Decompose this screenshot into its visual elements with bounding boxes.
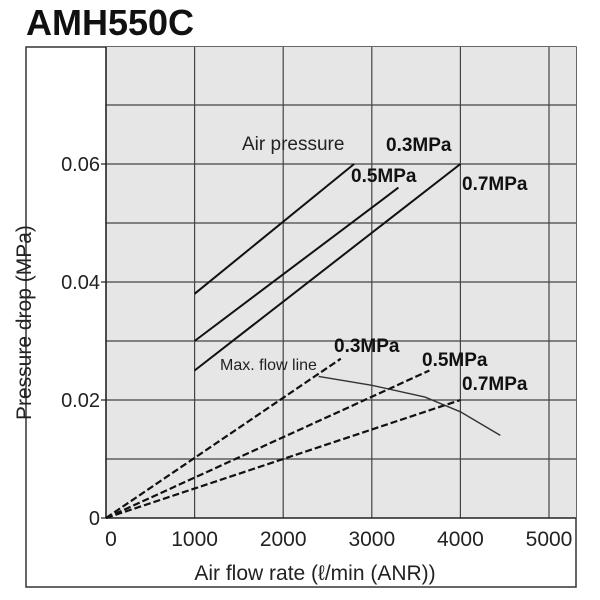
y-axis-label-wrap: Pressure drop (MPa)	[9, 0, 49, 600]
annotation-max-flow-line: Max. flow line	[220, 357, 317, 374]
x-tick-label: 2000	[260, 528, 307, 551]
x-tick-label: 4000	[437, 528, 484, 551]
x-tick-label: 3000	[348, 528, 395, 551]
chart-title: AMH550C	[26, 2, 195, 43]
label-dashed-0-3mpa: 0.3MPa	[334, 336, 400, 357]
y-tick-label: 0	[89, 508, 100, 530]
x-tick-label: 1000	[171, 528, 218, 551]
y-tick-label: 0.04	[61, 272, 100, 294]
x-tick-label: 0	[105, 528, 117, 551]
y-tick-label: 0.06	[61, 154, 100, 176]
series-line-0	[193, 163, 355, 295]
y-tick-label: 0.02	[61, 390, 100, 412]
series-line-2	[193, 163, 462, 372]
series-line-5	[105, 398, 461, 520]
series-line-3	[105, 357, 342, 519]
label-solid-0-7mpa: 0.7MPa	[462, 174, 528, 195]
x-tick-label: 5000	[526, 528, 573, 551]
series-line-6	[318, 375, 501, 437]
annotation-air-pressure: Air pressure	[242, 134, 344, 155]
label-solid-0-3mpa: 0.3MPa	[386, 135, 452, 156]
series-line-1	[193, 186, 400, 342]
x-axis-label: Air flow rate (ℓ/min (ANR))	[194, 562, 435, 585]
y-axis-label: Pressure drop (MPa)	[13, 225, 36, 420]
label-dashed-0-5mpa: 0.5MPa	[422, 350, 488, 371]
series-line-4	[105, 369, 430, 520]
label-solid-0-5mpa: 0.5MPa	[351, 166, 417, 187]
label-dashed-0-7mpa: 0.7MPa	[462, 374, 528, 395]
